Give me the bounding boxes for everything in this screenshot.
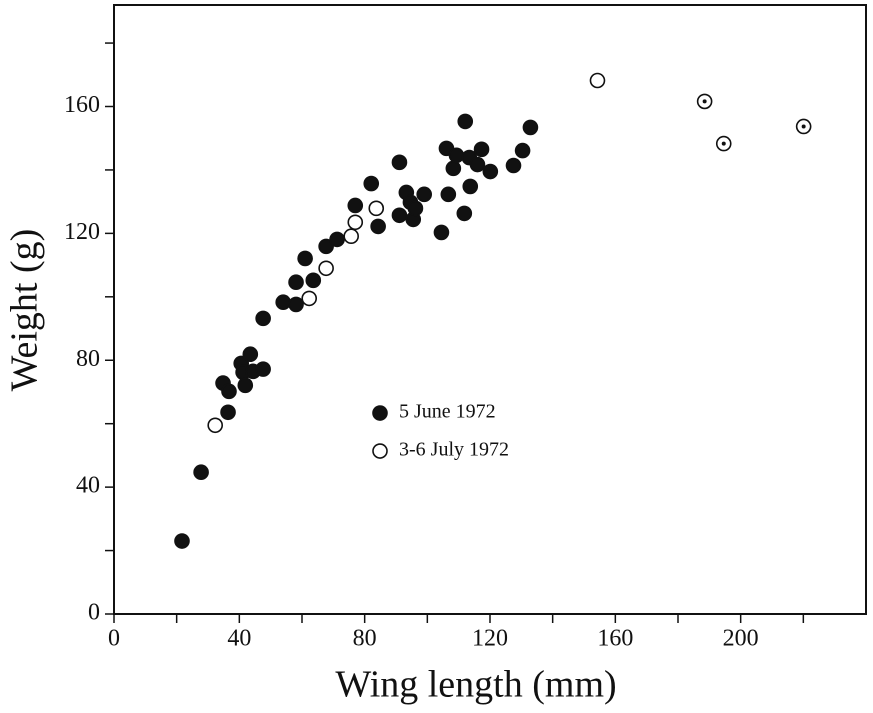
- point: [305, 272, 322, 289]
- point: [318, 260, 334, 277]
- point: [288, 296, 304, 313]
- point: [193, 464, 209, 481]
- y-axis-label: Weight (g): [4, 229, 46, 392]
- point: [275, 294, 292, 311]
- point: [469, 156, 486, 173]
- point: [221, 383, 237, 400]
- legend-marker: [372, 405, 388, 421]
- point: [589, 72, 606, 89]
- point: [255, 310, 271, 327]
- point: [440, 186, 457, 203]
- point: [368, 200, 385, 217]
- point-dot: [801, 124, 806, 129]
- point: [514, 142, 531, 159]
- point: [407, 200, 424, 217]
- legend-label: 3-6 July 1972: [399, 439, 509, 461]
- point: [207, 417, 224, 434]
- x-tick-label: 40: [227, 626, 251, 652]
- point: [416, 186, 433, 203]
- point: [343, 228, 359, 245]
- x-tick-label: 200: [723, 626, 759, 652]
- plot-frame: [113, 4, 867, 615]
- point: [174, 533, 190, 549]
- point: [391, 207, 408, 224]
- y-tick-label: 40: [76, 473, 100, 499]
- point: [288, 274, 304, 291]
- point: [329, 231, 345, 248]
- point: [391, 154, 408, 171]
- point: [347, 197, 364, 214]
- point: [237, 377, 254, 394]
- point-dot: [721, 141, 726, 146]
- point: [445, 160, 462, 177]
- point: [297, 250, 313, 267]
- x-axis-label: Wing length (mm): [335, 664, 616, 706]
- point: [255, 361, 271, 377]
- point: [318, 238, 334, 255]
- point: [242, 346, 259, 363]
- y-tick-label: 120: [64, 219, 100, 245]
- point: [457, 113, 474, 130]
- y-tick-label: 80: [76, 346, 100, 372]
- point: [363, 175, 380, 192]
- legend-marker: [372, 443, 388, 459]
- point: [347, 214, 364, 231]
- point: [505, 157, 522, 174]
- y-tick-label: 0: [88, 600, 100, 626]
- point: [220, 404, 236, 421]
- x-tick-label: 120: [472, 626, 508, 652]
- x-tick-label: 0: [108, 626, 120, 652]
- point: [462, 178, 479, 195]
- point: [456, 205, 473, 222]
- point-dot: [702, 99, 707, 104]
- x-tick-label: 160: [597, 626, 633, 652]
- point: [473, 141, 490, 158]
- legend-label: 5 June 1972: [399, 401, 496, 423]
- point: [522, 119, 539, 136]
- y-tick-label: 160: [64, 92, 100, 118]
- point: [301, 290, 318, 307]
- point: [370, 218, 386, 235]
- point: [433, 224, 450, 241]
- point: [448, 147, 465, 164]
- point: [482, 163, 499, 180]
- x-tick-label: 80: [353, 626, 377, 652]
